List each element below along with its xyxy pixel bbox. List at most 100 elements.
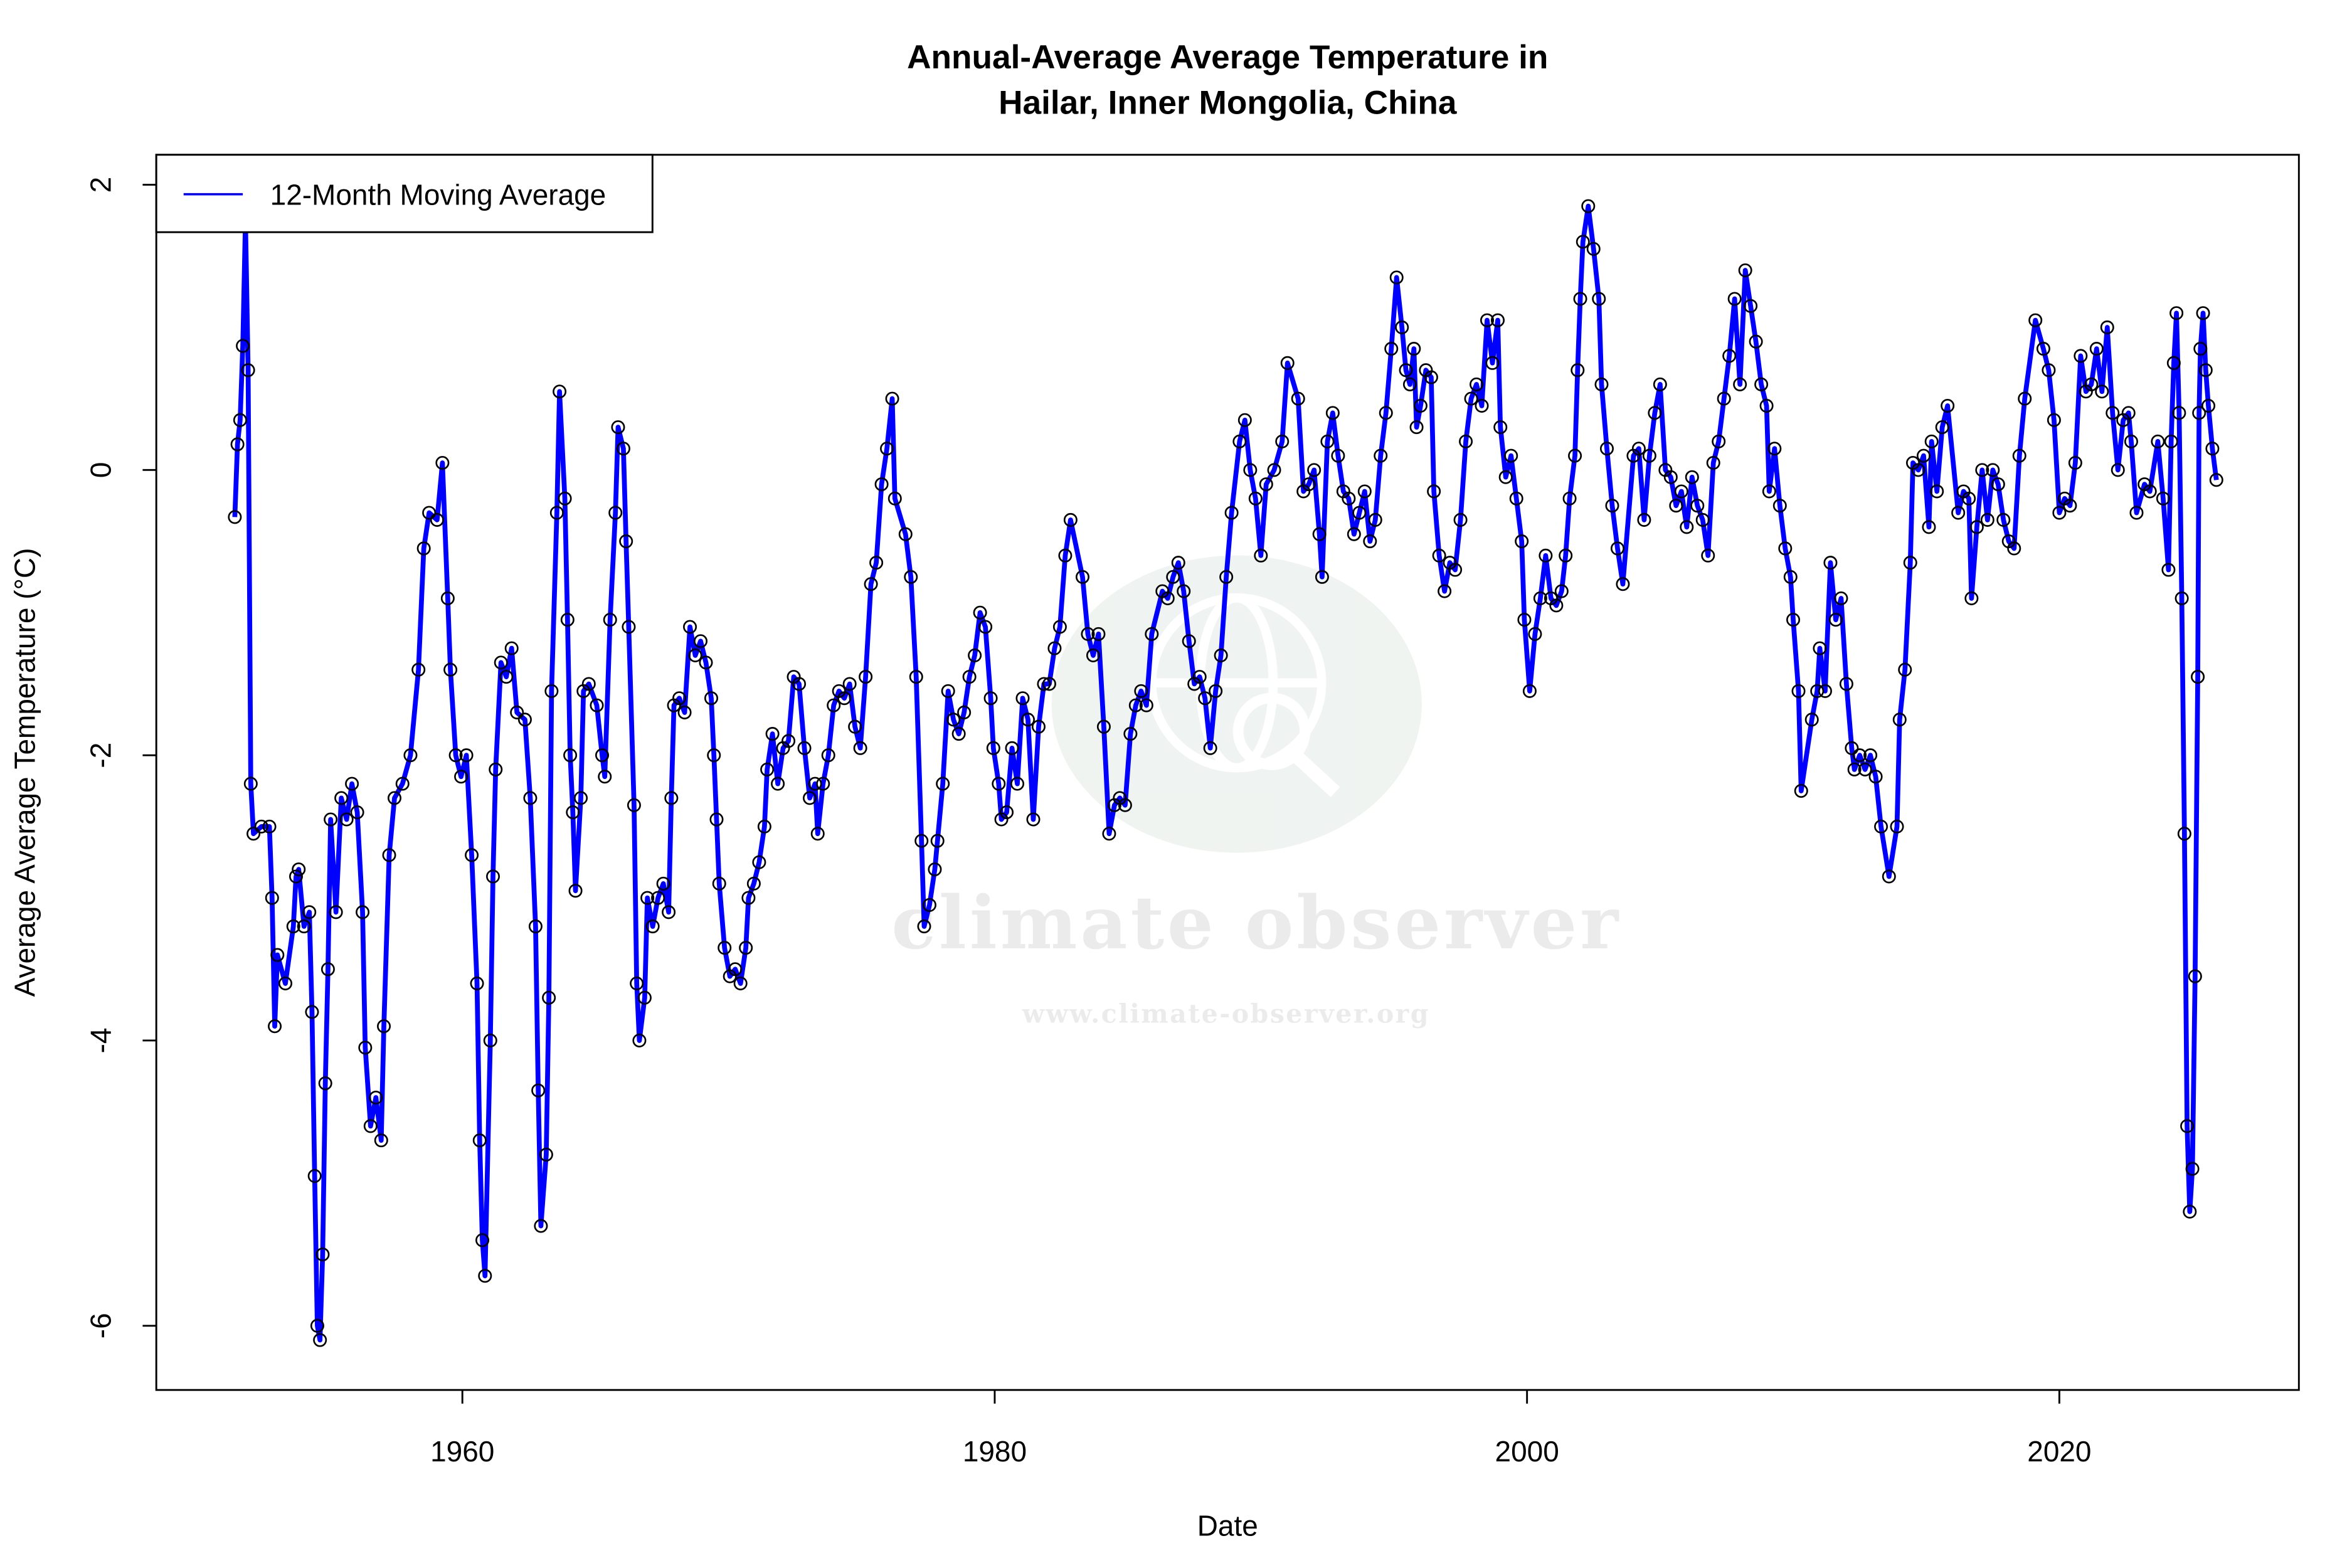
data-point (1081, 627, 1095, 641)
data-point (1559, 548, 1573, 563)
data-point (630, 977, 644, 991)
data-point (494, 655, 508, 670)
data-point (531, 1083, 546, 1098)
data-point (1786, 613, 1801, 627)
data-point (978, 620, 993, 634)
data-point (656, 876, 670, 891)
data-point (1020, 712, 1035, 727)
data-point (1648, 406, 1662, 420)
x-tick-label: 1960 (430, 1435, 494, 1468)
data-point (1315, 569, 1329, 584)
data-point (1160, 591, 1175, 606)
data-point (2192, 406, 2206, 420)
data-point (699, 655, 713, 670)
data-point (619, 534, 633, 549)
data-point (387, 791, 402, 805)
data-point (553, 384, 567, 399)
data-point (608, 506, 623, 520)
data-point (2191, 670, 2205, 684)
data-point (1863, 748, 1878, 763)
data-point (887, 491, 902, 506)
data-point (558, 491, 572, 506)
data-point (1413, 399, 1428, 413)
data-point (1368, 512, 1382, 527)
data-point (1924, 434, 1939, 448)
data-point (640, 891, 655, 905)
data-point (930, 834, 945, 848)
data-point (1058, 548, 1073, 563)
data-point (1254, 548, 1268, 563)
data-point (677, 705, 692, 719)
data-point (1845, 741, 1859, 755)
data-point (563, 748, 578, 763)
data-point (816, 776, 830, 791)
data-point (2084, 377, 2099, 391)
data-point (2095, 384, 2109, 399)
data-point (1000, 805, 1014, 820)
data-point (741, 891, 756, 905)
data-point (1616, 577, 1630, 591)
data-point (2007, 541, 2021, 556)
data-point (1562, 491, 1577, 506)
y-axis: -6 -4 -2 0 2 (85, 177, 157, 1338)
data-point (2028, 313, 2043, 327)
data-point (435, 455, 450, 470)
data-point (808, 776, 822, 791)
y-axis-label: Average Average Temperature (°C) (9, 548, 41, 997)
data-point (2063, 499, 2077, 513)
data-point (898, 527, 913, 541)
data-point (728, 962, 743, 977)
data-point (1267, 463, 1281, 477)
data-point (262, 819, 277, 834)
data-point (289, 869, 303, 884)
data-point (1964, 591, 1979, 606)
data-point (1118, 798, 1132, 812)
data-point (1744, 299, 1758, 313)
data-point (827, 698, 841, 712)
data-point (1637, 512, 1651, 527)
data-point (1171, 556, 1185, 570)
data-point (305, 1005, 319, 1019)
data-point (1685, 470, 1699, 484)
data-point (1389, 270, 1404, 285)
data-point (1568, 448, 1582, 463)
data-point (1424, 370, 1438, 384)
data-point (2036, 342, 2050, 356)
y-tick-label: -4 (85, 1028, 117, 1054)
data-point (1581, 199, 1596, 213)
data-point (2124, 434, 2138, 448)
data-point (760, 762, 775, 776)
data-point (1490, 313, 1505, 327)
series-line (232, 203, 2219, 1343)
data-point (1509, 491, 1523, 506)
data-point (645, 919, 660, 934)
data-point (1980, 512, 1994, 527)
data-point (465, 848, 479, 862)
data-point (1791, 684, 1806, 698)
data-point (528, 919, 543, 934)
data-point (1975, 463, 1989, 477)
data-point (1357, 484, 1372, 499)
data-point (2129, 506, 2144, 520)
data-point (2177, 827, 2191, 841)
data-point (1868, 770, 1883, 784)
data-point (1291, 391, 1305, 406)
data-point (1653, 377, 1667, 391)
x-axis-label: Date (1197, 1509, 1258, 1542)
data-point (2209, 473, 2223, 487)
data-point (2047, 413, 2061, 427)
data-point (440, 591, 455, 606)
data-point (286, 919, 300, 934)
data-point (1695, 512, 1710, 527)
data-point (430, 512, 444, 527)
data-point (1631, 442, 1646, 456)
data-point (1485, 356, 1500, 370)
data-point (292, 862, 306, 877)
data-point (1123, 727, 1138, 741)
data-point (581, 677, 596, 691)
data-point (2143, 484, 2157, 499)
data-point (1379, 406, 1393, 420)
data-point (1493, 420, 1508, 435)
data-point (2052, 506, 2067, 520)
data-point (637, 990, 652, 1005)
